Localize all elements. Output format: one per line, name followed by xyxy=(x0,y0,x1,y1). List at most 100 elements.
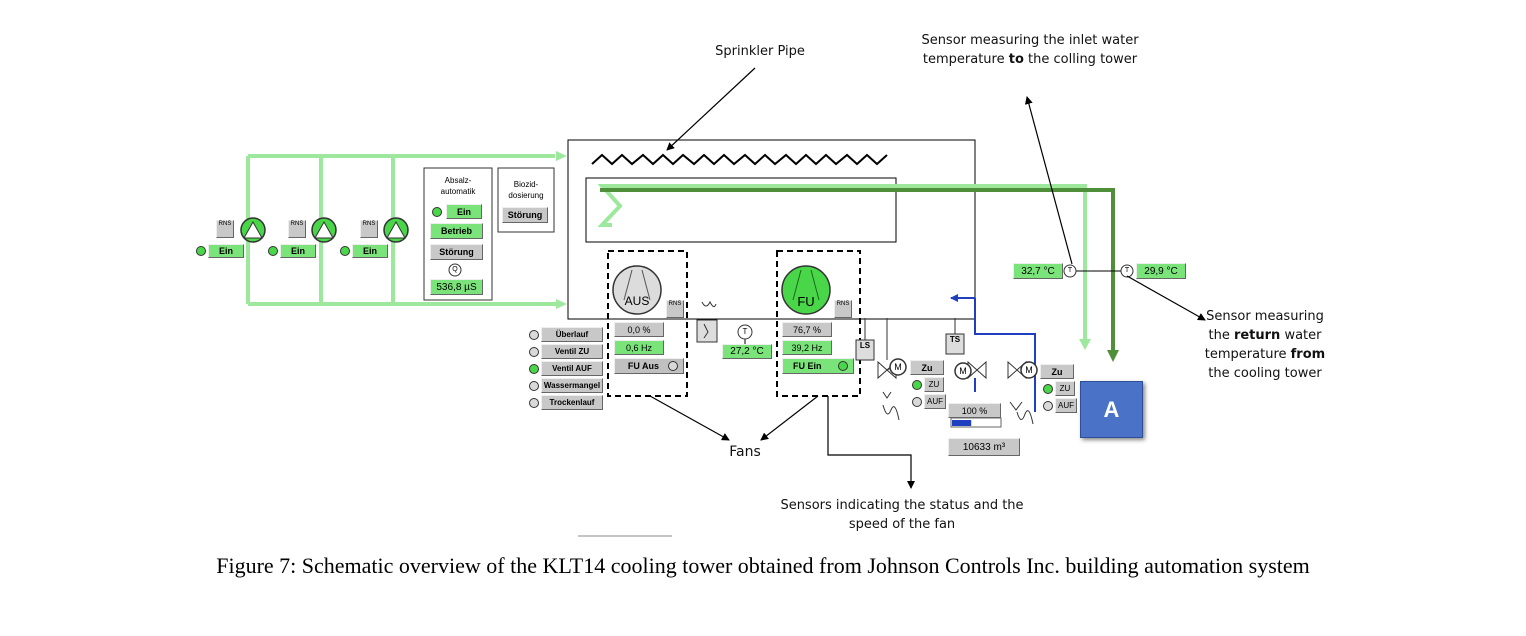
fans-arrow-2 xyxy=(760,395,819,441)
motor-1-icon xyxy=(889,358,907,376)
control-line xyxy=(974,298,1036,412)
pump-2-symbol xyxy=(311,217,337,243)
ls-label: LS xyxy=(859,341,871,350)
inlet-temp-value: 32,7 °C xyxy=(1013,263,1063,279)
fan1-speed: 0,0 % xyxy=(614,322,664,337)
valve1-auf[interactable]: AUF xyxy=(924,394,946,409)
fan-sensors-line1: Sensors indicating the status and the xyxy=(780,498,1024,513)
level-switch-symbol xyxy=(696,300,718,343)
inlet-sensor-label: Sensor measuring the inlet water tempera… xyxy=(890,31,1170,69)
fan-sensors-arrow xyxy=(827,396,915,489)
biozid-stoerung[interactable]: Störung xyxy=(502,207,548,223)
inlet-temp-icon xyxy=(1063,264,1077,278)
return-temp-value: 29,9 °C xyxy=(1136,263,1186,279)
biozid-title: Biozid- dosierung xyxy=(498,179,554,201)
absalz-ein[interactable]: Ein xyxy=(446,204,482,219)
level-sensor-4: Trockenlauf xyxy=(541,395,603,410)
inlet-sensor-line1: Sensor measuring the inlet water xyxy=(921,33,1139,48)
basin-temp-icon xyxy=(737,324,753,340)
section-a-button[interactable]: A xyxy=(1080,381,1143,438)
fan1-fu-state[interactable]: FU Aus xyxy=(614,358,684,374)
fan2-state: FU xyxy=(797,294,815,309)
inlet-sensor-arrow xyxy=(1024,96,1073,265)
fan2-fu-led xyxy=(838,361,848,371)
pump-1-rns[interactable]: RNS xyxy=(216,220,234,238)
absalz-title-line2: automatik xyxy=(440,187,476,196)
inlet-sensor-line2-pre: temperature xyxy=(922,52,1009,67)
valve2-auf[interactable]: AUF xyxy=(1055,398,1077,413)
fan2-fu-state[interactable]: FU Ein xyxy=(782,358,854,374)
basin-temp-symbol: T xyxy=(742,327,748,336)
fan1-group xyxy=(607,250,688,397)
motor-2-icon xyxy=(954,362,972,380)
return-sensor-line2: the return water xyxy=(1190,326,1340,345)
return-sensor-line3-bold: from xyxy=(1290,347,1326,362)
absalz-led xyxy=(432,207,442,217)
pump-3-state[interactable]: Ein xyxy=(352,244,388,258)
pump-3-led xyxy=(340,246,350,256)
ts-label: TS xyxy=(949,335,961,344)
motor-1-label: M xyxy=(894,362,902,372)
pump-2-rns[interactable]: RNS xyxy=(288,220,306,238)
sprinkler-nozzles xyxy=(591,153,888,166)
fans-arrow-1 xyxy=(649,395,730,441)
fan2-rns[interactable]: RNS xyxy=(834,300,852,318)
motor-2-label: M xyxy=(959,366,967,376)
conductivity-icon xyxy=(448,263,462,277)
volume-value: 10633 m³ xyxy=(948,438,1020,456)
fan1-frequency: 0,6 Hz xyxy=(614,340,664,355)
level-led-3 xyxy=(529,381,539,391)
return-pipe xyxy=(600,188,1115,352)
inlet-sensor-line2-post: the colling tower xyxy=(1023,52,1138,67)
conductivity-symbol: Q xyxy=(452,266,458,273)
fan2-symbol xyxy=(781,265,831,315)
valve-progress-fill xyxy=(952,420,972,426)
biozid-title-line2: dosierung xyxy=(508,191,544,200)
pump-3-rns[interactable]: RNS xyxy=(360,220,378,238)
return-sensor-line4: the cooling tower xyxy=(1208,366,1322,381)
conductivity-value: 536,8 µS xyxy=(430,279,483,295)
fan2-speed: 76,7 % xyxy=(782,322,832,337)
inlet-temp-symbol: T xyxy=(1067,267,1073,274)
figure-caption: Figure 7: Schematic overview of the KLT1… xyxy=(216,553,1310,578)
absalz-betrieb[interactable]: Betrieb xyxy=(430,223,483,239)
level-sensor-1: Ventil ZU xyxy=(541,344,603,359)
valve2-zu[interactable]: ZU xyxy=(1055,381,1075,396)
return-sensor-line3: temperature from xyxy=(1190,345,1340,364)
inlet-sensor-line2: temperature to the colling tower xyxy=(890,50,1170,69)
pump-1-state[interactable]: Ein xyxy=(208,244,244,258)
heat-exchanger-box xyxy=(585,177,897,243)
absalz-stoerung[interactable]: Störung xyxy=(430,244,483,260)
valve-open-percent: 100 % xyxy=(948,403,1001,418)
return-sensor-line2-bold: return xyxy=(1233,328,1281,343)
biozid-title-line1: Biozid- xyxy=(513,180,539,189)
basin-temp-value: 27,2 °C xyxy=(722,344,772,359)
return-sensor-line3-pre: temperature xyxy=(1204,347,1291,362)
fan-sensors-label: Sensors indicating the status and the sp… xyxy=(762,496,1042,534)
pump-3-symbol xyxy=(383,217,409,243)
pump-2-state[interactable]: Ein xyxy=(280,244,316,258)
motor-3-icon xyxy=(1020,361,1038,379)
return-sensor-line2-post: water xyxy=(1280,328,1322,343)
return-temp-symbol: T xyxy=(1124,267,1130,274)
level-sensor-3: Wassermangel xyxy=(541,378,603,393)
level-led-4 xyxy=(529,398,539,408)
pump-2-led xyxy=(268,246,278,256)
valve1-zu-led xyxy=(912,380,922,390)
sprinkler-arrow xyxy=(666,67,756,151)
tower-outline xyxy=(567,139,976,320)
fan-sensors-line2: speed of the fan xyxy=(848,517,956,532)
level-sensor-0: Überlauf xyxy=(541,327,603,342)
fans-label: Fans xyxy=(729,444,761,460)
valve2-auf-led xyxy=(1043,401,1053,411)
valve1-zu[interactable]: ZU xyxy=(924,377,944,392)
level-led-2 xyxy=(529,364,539,374)
fan2-frequency: 39,2 Hz xyxy=(782,340,832,355)
fan1-rns[interactable]: RNS xyxy=(666,300,684,318)
pump-1-symbol xyxy=(240,217,266,243)
valve1-title: Zu xyxy=(910,360,944,375)
fan1-state: AUS xyxy=(624,294,650,308)
sprinkler-pipe-label: Sprinkler Pipe xyxy=(715,44,805,59)
